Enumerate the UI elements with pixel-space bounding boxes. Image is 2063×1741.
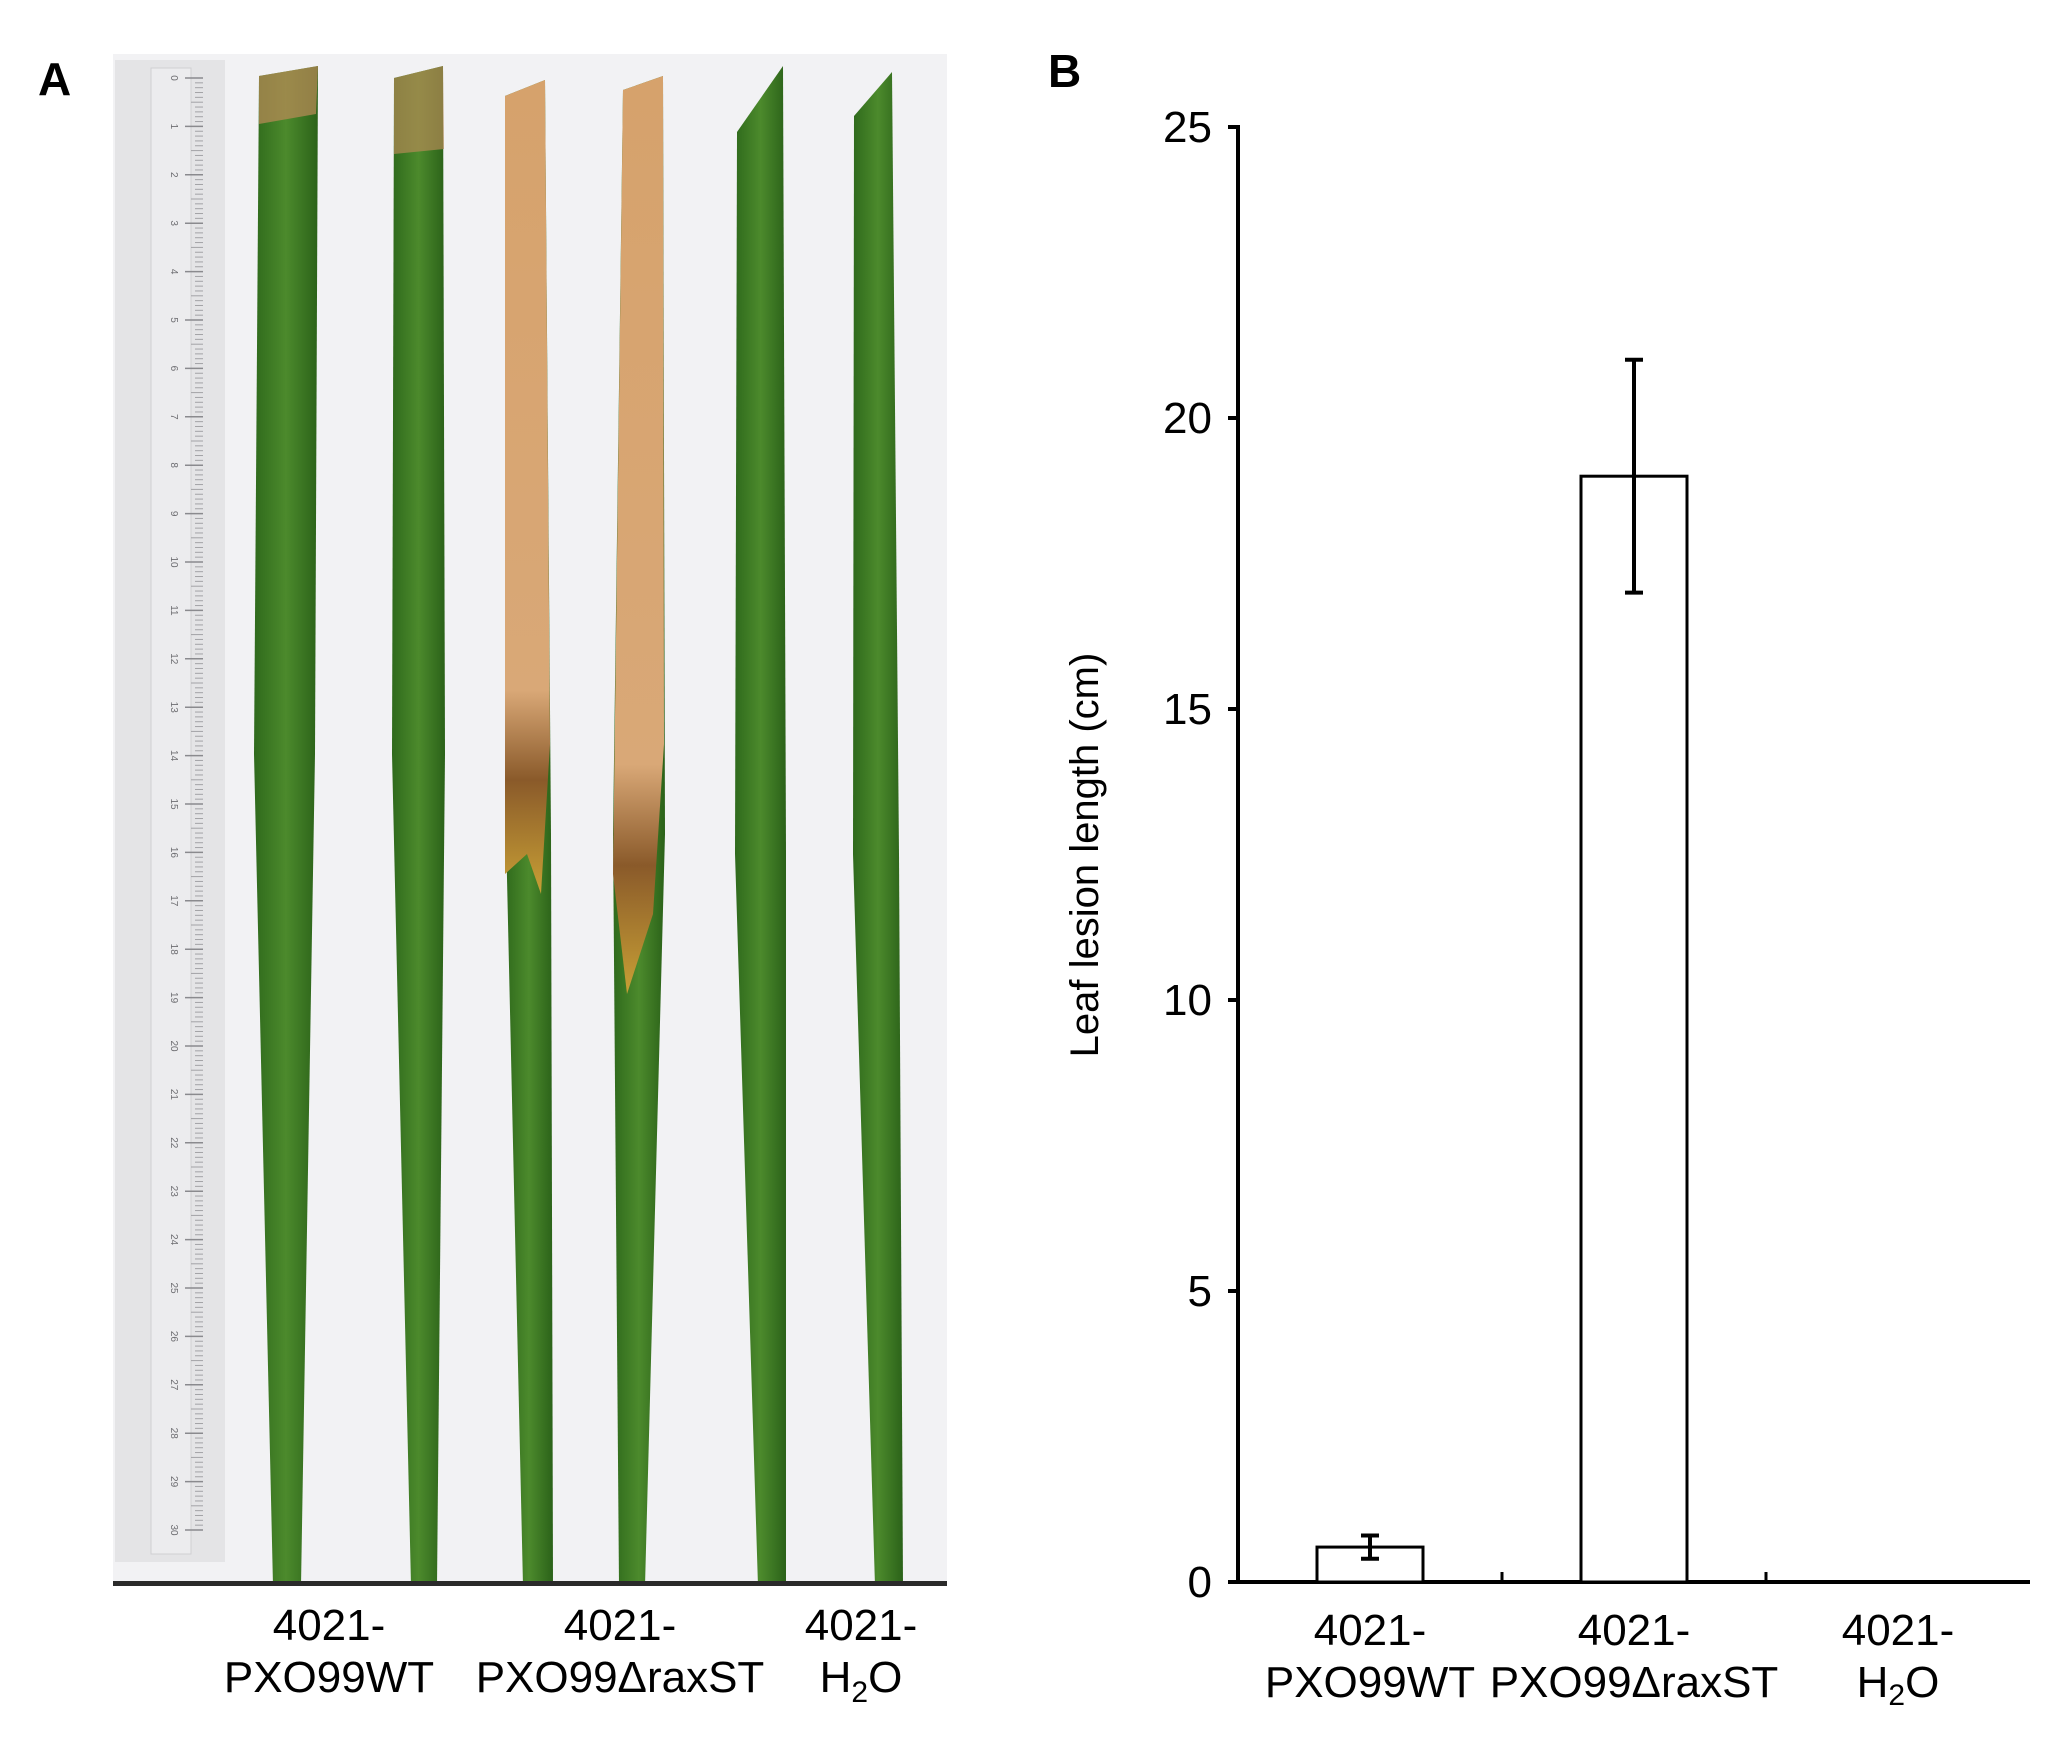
ruler-tick-label: 21	[168, 1089, 179, 1101]
ruler-tick-label: 17	[168, 895, 179, 907]
ruler-tick-label: 18	[168, 944, 179, 956]
leaf-raxst-2	[613, 76, 665, 1586]
ruler-tick-label: 13	[168, 702, 179, 714]
photo-bottom-edge	[113, 1581, 947, 1586]
x-tick-label-line2: H2O	[1857, 1658, 1940, 1712]
ruler-tick-label: 28	[168, 1428, 179, 1440]
ruler-tick-label: 22	[168, 1137, 179, 1149]
y-tick-label: 10	[1163, 976, 1212, 1025]
ruler-tick-label: 27	[168, 1379, 179, 1391]
ruler-tick-label: 8	[168, 462, 179, 468]
photo-label-wt-line1: 4021-	[272, 1601, 386, 1650]
ruler-tick-label: 16	[168, 847, 179, 859]
ruler-tick-label: 4	[168, 269, 179, 275]
panel-label-b: B	[1048, 45, 1082, 97]
ruler-tick-label: 1	[168, 124, 179, 130]
ruler-tick-label: 9	[168, 511, 179, 517]
bar	[1315, 1545, 1425, 1584]
bar	[1579, 474, 1689, 1584]
ruler-tick-label: 10	[168, 556, 179, 568]
photo-label-h2o-sub: 2	[851, 1675, 869, 1709]
x-tick-label-line1: 4021-	[1578, 1606, 1691, 1655]
photo-label-raxst-line1: 4021-	[563, 1601, 677, 1650]
ruler-tick-label: 19	[168, 992, 179, 1004]
panel-label-a: A	[38, 53, 72, 105]
photo-label-h2o-line2: H2O	[786, 1652, 936, 1719]
ruler: 0123456789101112131415161718192021222324…	[115, 60, 225, 1562]
x-tick-label-o: O	[1905, 1658, 1939, 1707]
x-tick-label-line2: PXO99WT	[1265, 1658, 1475, 1707]
photo-label-raxst-line2: PXO99ΔraxST	[475, 1653, 765, 1702]
ruler-tick-label: 30	[168, 1524, 179, 1536]
photo-label-wt-line2: PXO99WT	[223, 1653, 435, 1702]
leaf-h2o-2	[853, 72, 903, 1586]
leaf-h2o-1	[735, 66, 786, 1586]
photo-label-h2o-o: O	[868, 1653, 903, 1702]
photo-label-h2o-h: H	[819, 1653, 852, 1702]
ruler-tick-label: 12	[168, 653, 179, 665]
y-tick-label: 25	[1163, 103, 1212, 152]
y-tick-label: 15	[1163, 685, 1212, 734]
ruler-tick-label: 14	[168, 750, 179, 762]
x-tick-label-line1: 4021-	[1842, 1606, 1955, 1655]
leaf-wt-2	[392, 66, 445, 1586]
ruler-tick-label: 29	[168, 1476, 179, 1488]
photo-label-raxst: 4021- PXO99ΔraxST	[455, 1600, 785, 1704]
photo-label-wt: 4021- PXO99WT	[199, 1600, 459, 1704]
y-axis-label: Leaf lesion length (cm)	[1063, 653, 1107, 1058]
ruler-tick-label: 5	[168, 317, 179, 323]
ruler-tick-label: 25	[168, 1282, 179, 1294]
ruler-tick-label: 6	[168, 366, 179, 372]
ruler-tick-label: 2	[168, 172, 179, 178]
x-tick-label-subscript: 2	[1888, 1679, 1905, 1712]
ruler-tick-label: 11	[168, 605, 179, 616]
ruler-tick-label: 20	[168, 1040, 179, 1052]
leaf-wt-1	[254, 66, 318, 1586]
ruler-tick-label: 3	[168, 220, 179, 226]
ruler-tick-label: 7	[168, 414, 179, 420]
y-tick-label: 20	[1163, 394, 1212, 443]
photo-label-h2o: 4021- H2O	[786, 1600, 936, 1719]
x-tick-label-line2: PXO99ΔraxST	[1490, 1658, 1779, 1707]
y-tick-label: 0	[1188, 1558, 1212, 1607]
ruler-tick-label: 0	[168, 75, 179, 81]
x-tick-label-line1: 4021-	[1314, 1606, 1427, 1655]
x-tick-label-h: H	[1857, 1658, 1889, 1707]
ruler-tick-label: 23	[168, 1186, 179, 1198]
y-tick-label: 5	[1188, 1267, 1212, 1316]
photo-label-h2o-line1: 4021-	[804, 1601, 918, 1650]
ruler-tick-label: 26	[168, 1331, 179, 1343]
leaf-raxst-1	[505, 80, 553, 1586]
ruler-tick-label: 15	[168, 798, 179, 810]
leaf-photo: 0123456789101112131415161718192021222324…	[113, 54, 947, 1586]
ruler-tick-label: 24	[168, 1234, 179, 1246]
